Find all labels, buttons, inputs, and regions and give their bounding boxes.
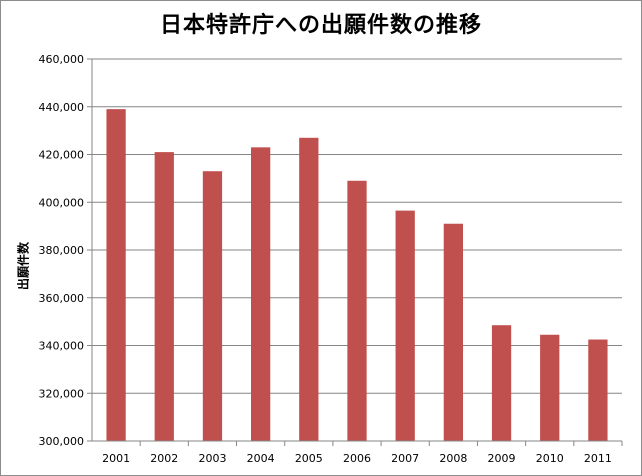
y-tick-label: 420,000 [39,149,85,162]
x-tick-label: 2005 [295,452,323,465]
x-tick-label: 2001 [102,452,130,465]
bar-2004 [251,147,271,441]
x-tick-label: 2009 [488,452,516,465]
bar-2005 [299,137,319,441]
y-tick-label: 460,000 [39,53,85,66]
x-tick-label: 2002 [150,452,178,465]
y-tick-label: 340,000 [39,340,85,353]
bar-2010 [540,334,560,441]
x-tick-label: 2006 [343,452,371,465]
x-tick-label: 2008 [439,452,467,465]
bar-2009 [491,325,512,441]
y-tick-label: 380,000 [39,244,85,257]
bar-2001 [106,109,126,441]
bar-2006 [347,180,367,441]
bars [106,109,608,442]
bar-2011 [588,339,608,441]
y-tick-label: 320,000 [39,387,85,400]
bar-2008 [443,223,463,441]
y-tick-label: 400,000 [39,196,85,209]
x-tick-label: 2003 [198,452,226,465]
bar-2003 [202,171,223,441]
y-tick-label: 440,000 [39,101,85,114]
bar-2007 [395,210,415,441]
y-tick-label: 300,000 [39,435,85,448]
x-tick-label: 2011 [584,452,612,465]
x-tick-label: 2007 [391,452,419,465]
x-tick-label: 2004 [247,452,275,465]
x-tick-label: 2010 [536,452,564,465]
bar-2002 [154,152,174,442]
y-tick-labels: 300,000 320,000 340,000 360,000 380,000 400,0… [39,53,85,448]
x-tick-labels: 2001 2002 2003 2004 2005 2006 2007 2008 2009 2010… [102,452,612,465]
chart-title: 日本特許庁への出願件数の推移 [159,13,482,38]
y-tick-label: 360,000 [39,292,85,305]
axes [87,58,623,446]
